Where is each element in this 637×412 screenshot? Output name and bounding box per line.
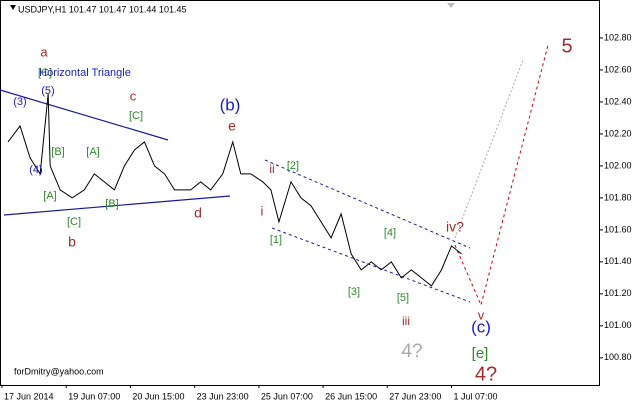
chart-title: USDJPY,H1 101.47 101.47 101.44 101.45 <box>18 4 186 14</box>
y-tick-label: 101.40 <box>604 256 632 266</box>
wave-label: [3] <box>348 286 360 298</box>
wave-label: e <box>228 118 236 134</box>
wave-label: c <box>130 88 137 103</box>
wave-label: [C] <box>67 216 81 228</box>
x-tick-label: 1 Jul 07:00 <box>454 391 498 401</box>
wave-label: b <box>68 234 76 250</box>
wave-label: [C] <box>38 67 52 79</box>
price-line <box>7 93 462 287</box>
x-tick-label: 17 Jun 2014 <box>4 391 54 401</box>
shift-marker <box>447 3 455 8</box>
x-tick-label: 23 Jun 23:00 <box>197 391 249 401</box>
y-tick-label: 100.80 <box>604 352 632 362</box>
wave-label: iii <box>402 314 410 328</box>
wave-label: [B] <box>51 146 64 158</box>
x-tick-label: 19 Jun 07:00 <box>68 391 120 401</box>
wave-label: i <box>261 203 264 218</box>
wave-label: a <box>40 44 48 59</box>
y-tick-label: 102.40 <box>604 96 632 106</box>
wave-label: iv? <box>446 219 464 235</box>
wave-label: [2] <box>287 160 299 172</box>
title-arrow <box>10 5 16 10</box>
wave-label: [B] <box>105 198 118 210</box>
triangle-upper <box>0 89 169 141</box>
y-tick-label: 101.00 <box>604 320 632 330</box>
wave-label: [C] <box>129 110 143 122</box>
x-tick-label: 27 Jun 23:00 <box>389 391 441 401</box>
y-tick-label: 102.00 <box>604 160 632 170</box>
wave-label: [A] <box>43 190 56 202</box>
wave-label: [e] <box>472 345 489 362</box>
wave-label: v <box>478 307 485 322</box>
wave-label: 4? <box>401 341 422 362</box>
wave-label: [4] <box>384 227 396 239</box>
wave-label: (c) <box>471 317 491 336</box>
wave-label: d <box>194 205 202 221</box>
y-tick-label: 102.80 <box>604 32 632 42</box>
wave-label: [5] <box>397 292 409 304</box>
plot-frame <box>0 0 600 386</box>
x-tick-label: 26 Jun 15:00 <box>325 391 377 401</box>
y-tick-label: 101.80 <box>604 192 632 202</box>
wave-label: 4? <box>475 363 497 385</box>
footer: forDmitry@yahoo.com <box>14 366 104 376</box>
wave-label: (4) <box>29 164 42 176</box>
y-tick-label: 101.60 <box>604 224 632 234</box>
wave-label: [1] <box>270 234 282 246</box>
wave-label: Horizontal Triangle <box>39 67 131 79</box>
y-tick-label: 102.60 <box>604 64 632 74</box>
y-tick-label: 102.20 <box>604 128 632 138</box>
wave-label: (3) <box>13 96 26 108</box>
wave-label: ii <box>269 162 274 176</box>
x-tick-label: 25 Jun 07:00 <box>261 391 313 401</box>
wave-label: (b) <box>220 95 241 114</box>
triangle-lower <box>3 195 231 216</box>
x-tick-label: 20 Jun 15:00 <box>132 391 184 401</box>
y-tick-label: 101.20 <box>604 288 632 298</box>
channel-lower <box>271 227 471 303</box>
wave-label: 5 <box>561 35 572 57</box>
wave-label: (5) <box>41 85 54 97</box>
wave-label: [A] <box>86 146 99 158</box>
channel-upper <box>264 159 471 249</box>
